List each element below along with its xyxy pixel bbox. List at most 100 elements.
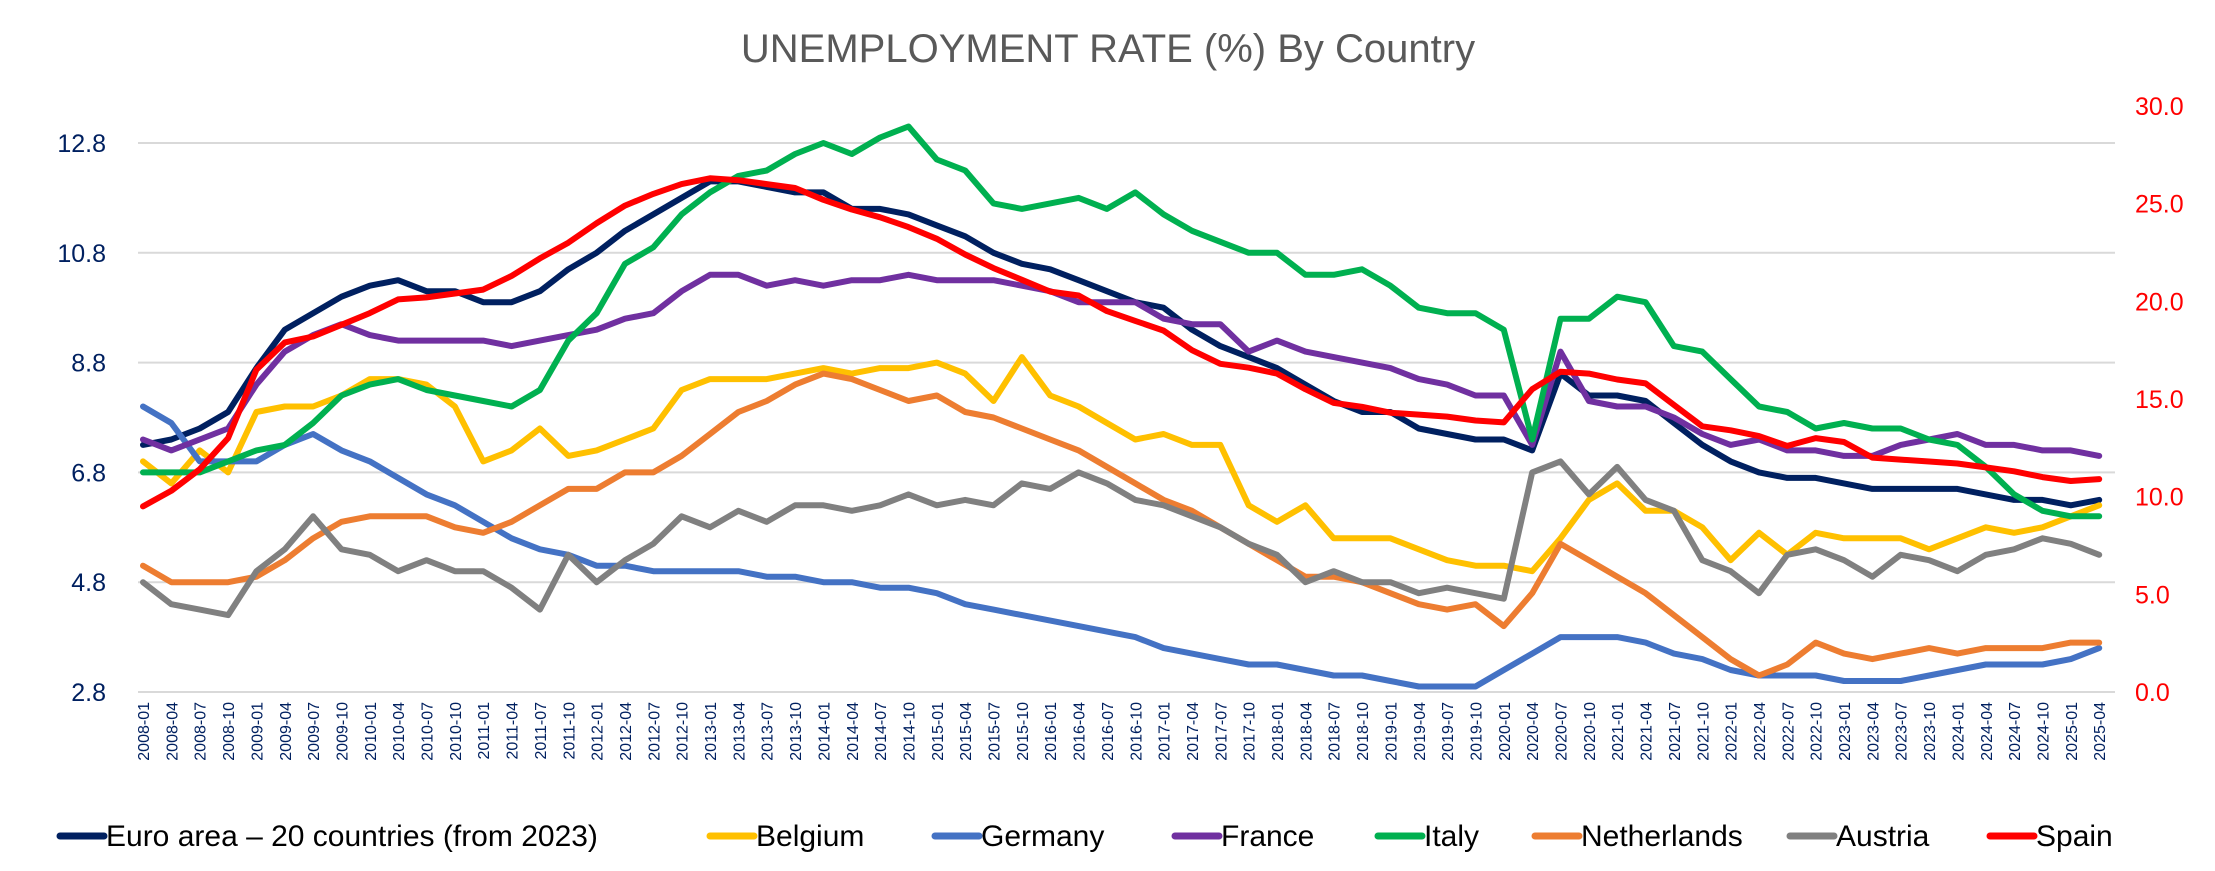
x-tick-label: 2013-01: [703, 702, 720, 761]
x-tick-label: 2021-01: [1610, 702, 1627, 761]
x-tick-label: 2012-10: [675, 702, 692, 761]
x-tick-label: 2017-04: [1185, 702, 1202, 761]
series-lines: [140, 123, 2103, 690]
x-tick-label: 2024-10: [2035, 702, 2052, 761]
x-tick-label: 2008-04: [164, 702, 181, 761]
legend-label: Euro area – 20 countries (from 2023): [106, 820, 598, 853]
y-right-tick-label: 5.0: [2135, 581, 2170, 609]
x-tick-label: 2024-01: [1950, 702, 1967, 761]
x-tick-label: 2014-04: [845, 702, 862, 761]
legend: Euro area – 20 countries (from 2023) Belg…: [56, 820, 2113, 853]
x-tick-label: 2008-07: [193, 702, 210, 761]
x-tick-label: 2009-07: [306, 702, 323, 761]
legend-label: Germany: [981, 820, 1104, 853]
x-tick-label: 2015-07: [987, 702, 1004, 761]
x-tick-label: 2022-01: [1724, 702, 1741, 761]
legend-label: Austria: [1836, 820, 1930, 853]
y-right-tick-label: 25.0: [2135, 191, 2184, 219]
x-tick-label: 2011-07: [533, 702, 550, 760]
x-tick-label: 2013-07: [760, 702, 777, 761]
x-tick-label: 2023-10: [1922, 702, 1939, 761]
x-tick-label: 2023-04: [1865, 702, 1882, 761]
y-axis-left: 2.8 4.8 6.8 8.8 10.8 12.8: [57, 130, 106, 707]
legend-item-france[interactable]: France: [1171, 820, 1314, 853]
legend-item-euro-area-20-countries-from-2023[interactable]: Euro area – 20 countries (from 2023): [56, 820, 598, 853]
y-right-tick-label: 15.0: [2135, 386, 2184, 414]
x-tick-label: 2021-07: [1667, 702, 1684, 761]
x-tick-label: 2013-10: [788, 702, 805, 761]
x-axis: 2008-01 2008-04 2008-07 2008-10 2009-01 2009-…: [136, 702, 2109, 761]
x-tick-label: 2016-07: [1100, 702, 1117, 761]
x-tick-label: 2017-10: [1242, 702, 1259, 761]
x-tick-label: 2017-01: [1157, 702, 1174, 761]
series-line-belgium: [140, 354, 2103, 575]
series-line-france: [140, 271, 2103, 459]
legend-label: Netherlands: [1581, 820, 1743, 853]
series-line-austria: [140, 458, 2103, 619]
legend-label: France: [1221, 820, 1314, 853]
x-tick-label: 2020-04: [1525, 702, 1542, 761]
x-tick-label: 2013-04: [731, 702, 748, 761]
y-left-tick-label: 2.8: [71, 679, 106, 707]
x-tick-label: 2015-10: [1015, 702, 1032, 761]
y-right-tick-label: 20.0: [2135, 288, 2184, 316]
legend-item-netherlands[interactable]: Netherlands: [1531, 820, 1743, 853]
series-line-netherlands: [140, 370, 2103, 679]
legend-label: Belgium: [756, 820, 864, 853]
y-right-tick-label: 10.0: [2135, 484, 2184, 512]
x-tick-label: 2020-10: [1582, 702, 1599, 761]
x-tick-label: 2010-07: [420, 702, 437, 761]
x-tick-label: 2018-04: [1298, 702, 1315, 761]
x-tick-label: 2014-01: [816, 702, 833, 761]
x-tick-label: 2015-01: [930, 702, 947, 761]
legend-item-spain[interactable]: Spain: [1986, 820, 2113, 853]
x-tick-label: 2011-01: [476, 702, 493, 760]
series-line-euro-area-20-countries-from-2023: [140, 178, 2103, 509]
x-tick-label: 2023-01: [1837, 702, 1854, 761]
series-line-italy: [140, 123, 2103, 520]
legend-item-belgium[interactable]: Belgium: [706, 820, 864, 853]
x-tick-label: 2016-01: [1043, 702, 1060, 761]
x-tick-label: 2011-04: [505, 702, 522, 760]
x-tick-label: 2010-10: [448, 702, 465, 761]
legend-item-italy[interactable]: Italy: [1374, 820, 1479, 853]
x-tick-label: 2020-01: [1497, 702, 1514, 761]
gridlines: [138, 142, 2115, 693]
x-tick-label: 2021-10: [1695, 702, 1712, 761]
y-right-tick-label: 30.0: [2135, 93, 2184, 121]
x-tick-label: 2014-07: [873, 702, 890, 761]
legend-label: Italy: [1424, 820, 1479, 853]
x-tick-label: 2016-04: [1072, 702, 1089, 761]
x-tick-label: 2012-01: [590, 702, 607, 761]
y-left-tick-label: 4.8: [71, 569, 106, 597]
x-tick-label: 2021-04: [1639, 702, 1656, 761]
x-tick-label: 2008-01: [136, 702, 153, 761]
x-tick-label: 2022-07: [1780, 702, 1797, 761]
x-tick-label: 2024-04: [1979, 702, 1996, 761]
x-tick-label: 2012-07: [646, 702, 663, 761]
x-tick-label: 2010-01: [363, 702, 380, 761]
legend-item-germany[interactable]: Germany: [931, 820, 1104, 853]
x-tick-label: 2018-01: [1270, 702, 1287, 761]
x-tick-label: 2024-07: [2007, 702, 2024, 761]
x-tick-label: 2025-04: [2092, 702, 2109, 761]
legend-label: Spain: [2036, 820, 2113, 853]
x-tick-label: 2016-10: [1128, 702, 1145, 761]
x-tick-label: 2019-07: [1440, 702, 1457, 761]
x-tick-label: 2023-07: [1894, 702, 1911, 761]
chart-title: UNEMPLOYMENT RATE (%) By Country: [741, 27, 1475, 71]
x-tick-label: 2019-04: [1412, 702, 1429, 761]
x-tick-label: 2010-04: [391, 702, 408, 761]
x-tick-label: 2011-10: [561, 702, 578, 760]
x-tick-label: 2018-07: [1327, 702, 1344, 761]
x-tick-label: 2019-01: [1383, 702, 1400, 761]
x-tick-label: 2008-10: [221, 702, 238, 761]
y-left-tick-label: 8.8: [71, 350, 106, 378]
x-tick-label: 2014-10: [901, 702, 918, 761]
y-right-tick-label: 0.0: [2135, 679, 2170, 707]
x-tick-label: 2009-04: [278, 702, 295, 761]
legend-item-austria[interactable]: Austria: [1786, 820, 1930, 853]
x-tick-label: 2025-01: [2064, 702, 2081, 761]
x-tick-label: 2022-04: [1752, 702, 1769, 761]
